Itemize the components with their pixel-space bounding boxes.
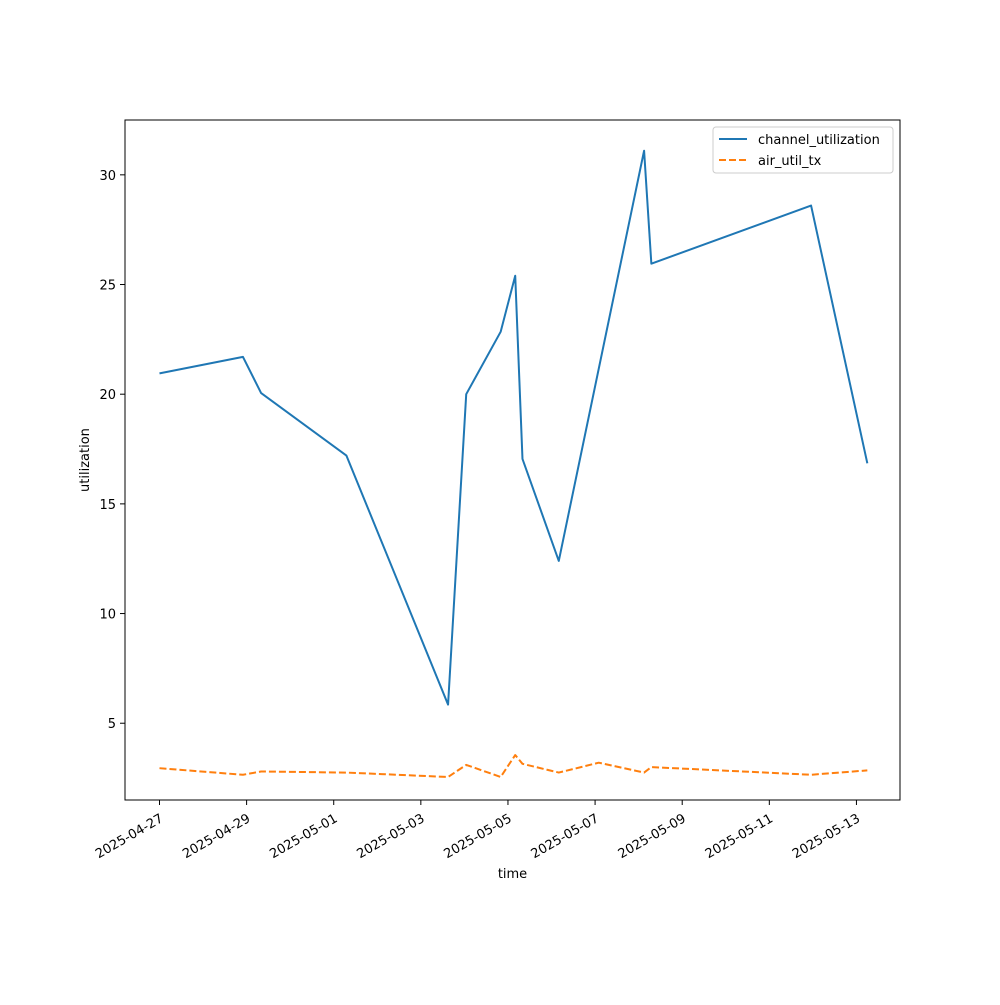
y-axis-label: utilization (78, 428, 93, 492)
x-tick-label: 2025-05-09 (616, 811, 689, 862)
x-axis-label: time (498, 867, 527, 882)
x-tick-label: 2025-05-03 (354, 811, 427, 862)
y-tick-label: 5 (108, 717, 116, 732)
legend-box (712, 126, 894, 174)
legend-label: air_util_tx (758, 154, 822, 169)
y-tick-label: 20 (99, 388, 116, 403)
plot-frame (124, 119, 901, 801)
series-line-1 (159, 754, 868, 778)
x-tick-label: 2025-05-07 (529, 811, 602, 862)
y-tick-label: 30 (99, 169, 116, 184)
y-tick-label: 25 (99, 279, 116, 294)
x-tick-label: 2025-05-05 (442, 811, 515, 862)
x-tick-label: 2025-05-01 (267, 811, 340, 862)
y-tick-label: 15 (99, 498, 116, 513)
series-line-0 (159, 149, 869, 706)
legend: channel_utilization air_util_tx (712, 126, 894, 174)
x-tick-label: 2025-04-27 (93, 811, 166, 862)
y-tick-label: 10 (99, 608, 116, 623)
x-tick-label: 2025-05-11 (703, 811, 776, 862)
x-tick-label: 2025-04-29 (180, 811, 253, 862)
legend-label: channel_utilization (758, 133, 880, 148)
x-tick-label: 2025-05-13 (790, 811, 863, 862)
